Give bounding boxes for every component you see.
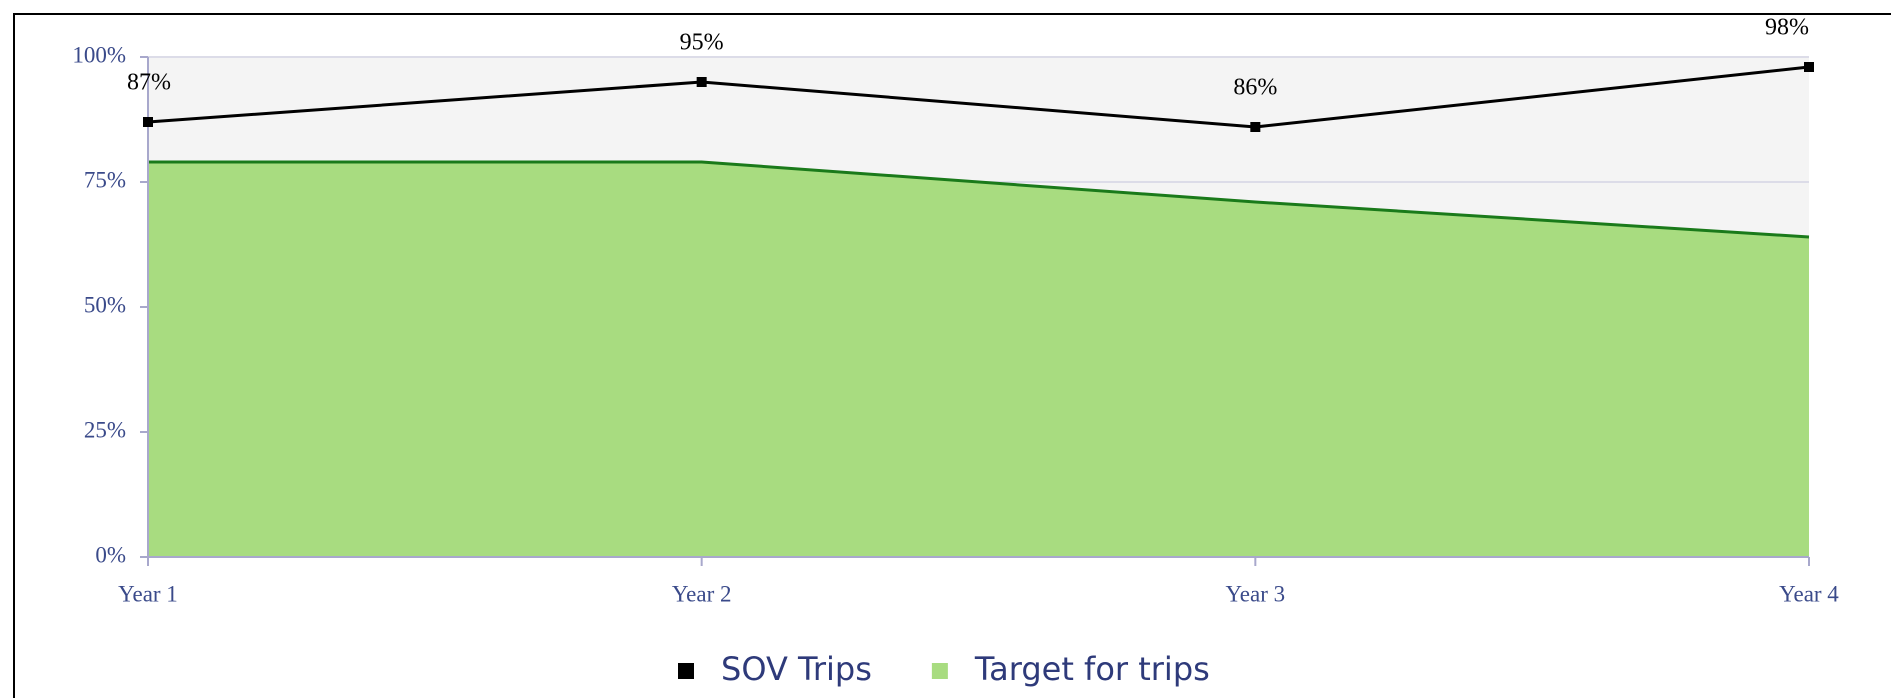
data-label: 86%	[1233, 75, 1277, 101]
line	[147, 65, 1810, 129]
data-label: 98%	[1765, 15, 1809, 41]
y-tick-label: 25%	[84, 417, 126, 442]
x-tick-label: Year 1	[118, 581, 178, 606]
point	[143, 117, 153, 127]
point	[1250, 122, 1261, 132]
area-edge	[148, 160, 1810, 239]
x-tick-label: Year 2	[672, 581, 732, 606]
data-label: 87%	[127, 70, 171, 96]
x-tick-label: Year 4	[1779, 581, 1839, 606]
y-tick-label: 100%	[72, 42, 126, 67]
legend-label: SOV Trips	[721, 650, 872, 688]
point	[696, 77, 707, 87]
legend-swatch	[931, 663, 948, 679]
area	[148, 162, 1809, 557]
legend-label: Target for trips	[974, 650, 1210, 688]
y-tick-label: 75%	[84, 167, 126, 192]
point	[1804, 62, 1814, 72]
legend-swatch	[678, 663, 694, 679]
y-tick-label: 50%	[84, 292, 126, 317]
y-tick-label: 0%	[95, 542, 126, 567]
data-label: 95%	[680, 30, 724, 56]
x-tick-label: Year 3	[1226, 581, 1286, 606]
